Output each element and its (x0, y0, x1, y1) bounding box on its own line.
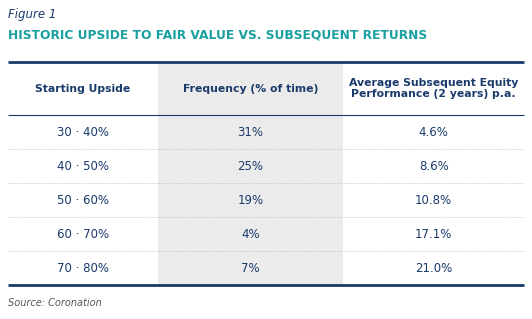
Text: 25%: 25% (237, 160, 263, 173)
Text: 50 · 60%: 50 · 60% (57, 194, 109, 206)
Text: 19%: 19% (237, 194, 263, 206)
Text: Starting Upside: Starting Upside (35, 84, 130, 93)
Text: 31%: 31% (237, 125, 263, 138)
Text: 40 · 50%: 40 · 50% (57, 160, 109, 173)
Text: 30 · 40%: 30 · 40% (57, 125, 109, 138)
Text: 60 · 70%: 60 · 70% (57, 227, 109, 241)
Bar (157, 62, 343, 285)
Text: Average Subsequent Equity
Performance (2 years) p.a.: Average Subsequent Equity Performance (2… (349, 78, 518, 99)
Text: Frequency (% of time): Frequency (% of time) (183, 84, 318, 93)
Text: Figure 1: Figure 1 (8, 8, 56, 21)
Text: Source: Coronation: Source: Coronation (8, 298, 102, 308)
Text: 21.0%: 21.0% (415, 262, 452, 275)
Text: 7%: 7% (241, 262, 260, 275)
Text: 70 · 80%: 70 · 80% (57, 262, 109, 275)
Text: 4.6%: 4.6% (419, 125, 448, 138)
Text: HISTORIC UPSIDE TO FAIR VALUE VS. SUBSEQUENT RETURNS: HISTORIC UPSIDE TO FAIR VALUE VS. SUBSEQ… (8, 28, 427, 41)
Text: 17.1%: 17.1% (415, 227, 452, 241)
Text: 4%: 4% (241, 227, 260, 241)
Text: 8.6%: 8.6% (419, 160, 448, 173)
Text: 10.8%: 10.8% (415, 194, 452, 206)
